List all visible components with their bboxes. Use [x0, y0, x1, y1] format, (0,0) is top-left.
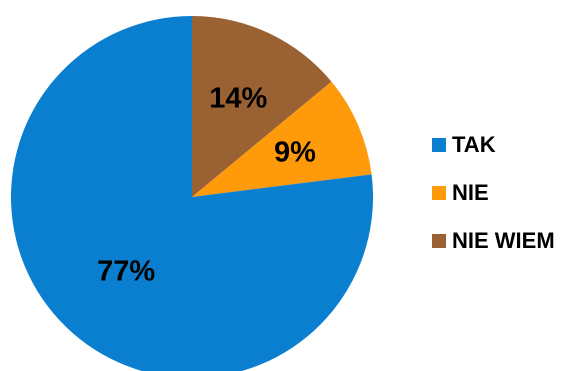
- pie-slice-nie: [192, 81, 372, 197]
- data-label-nie: 9%: [274, 136, 316, 168]
- data-label-nie-wiem: 14%: [209, 83, 267, 115]
- legend-item-nie: NIE: [432, 169, 555, 217]
- pie-slice-nie-wiem: [192, 16, 332, 197]
- data-label-tak: 77%: [97, 256, 155, 288]
- legend-label-nie: NIE: [452, 180, 489, 205]
- legend-swatch-tak: [432, 138, 446, 152]
- legend-item-nie-wiem: NIE WIEM: [432, 217, 555, 265]
- legend-swatch-nie: [432, 186, 446, 200]
- pie-slice-tak: [11, 16, 373, 371]
- legend-item-tak: TAK: [432, 121, 555, 169]
- legend-swatch-nie-wiem: [432, 234, 446, 248]
- legend-label-nie-wiem: NIE WIEM: [452, 228, 555, 253]
- legend-label-tak: TAK: [452, 132, 496, 157]
- legend: TAK NIE NIE WIEM: [432, 121, 555, 265]
